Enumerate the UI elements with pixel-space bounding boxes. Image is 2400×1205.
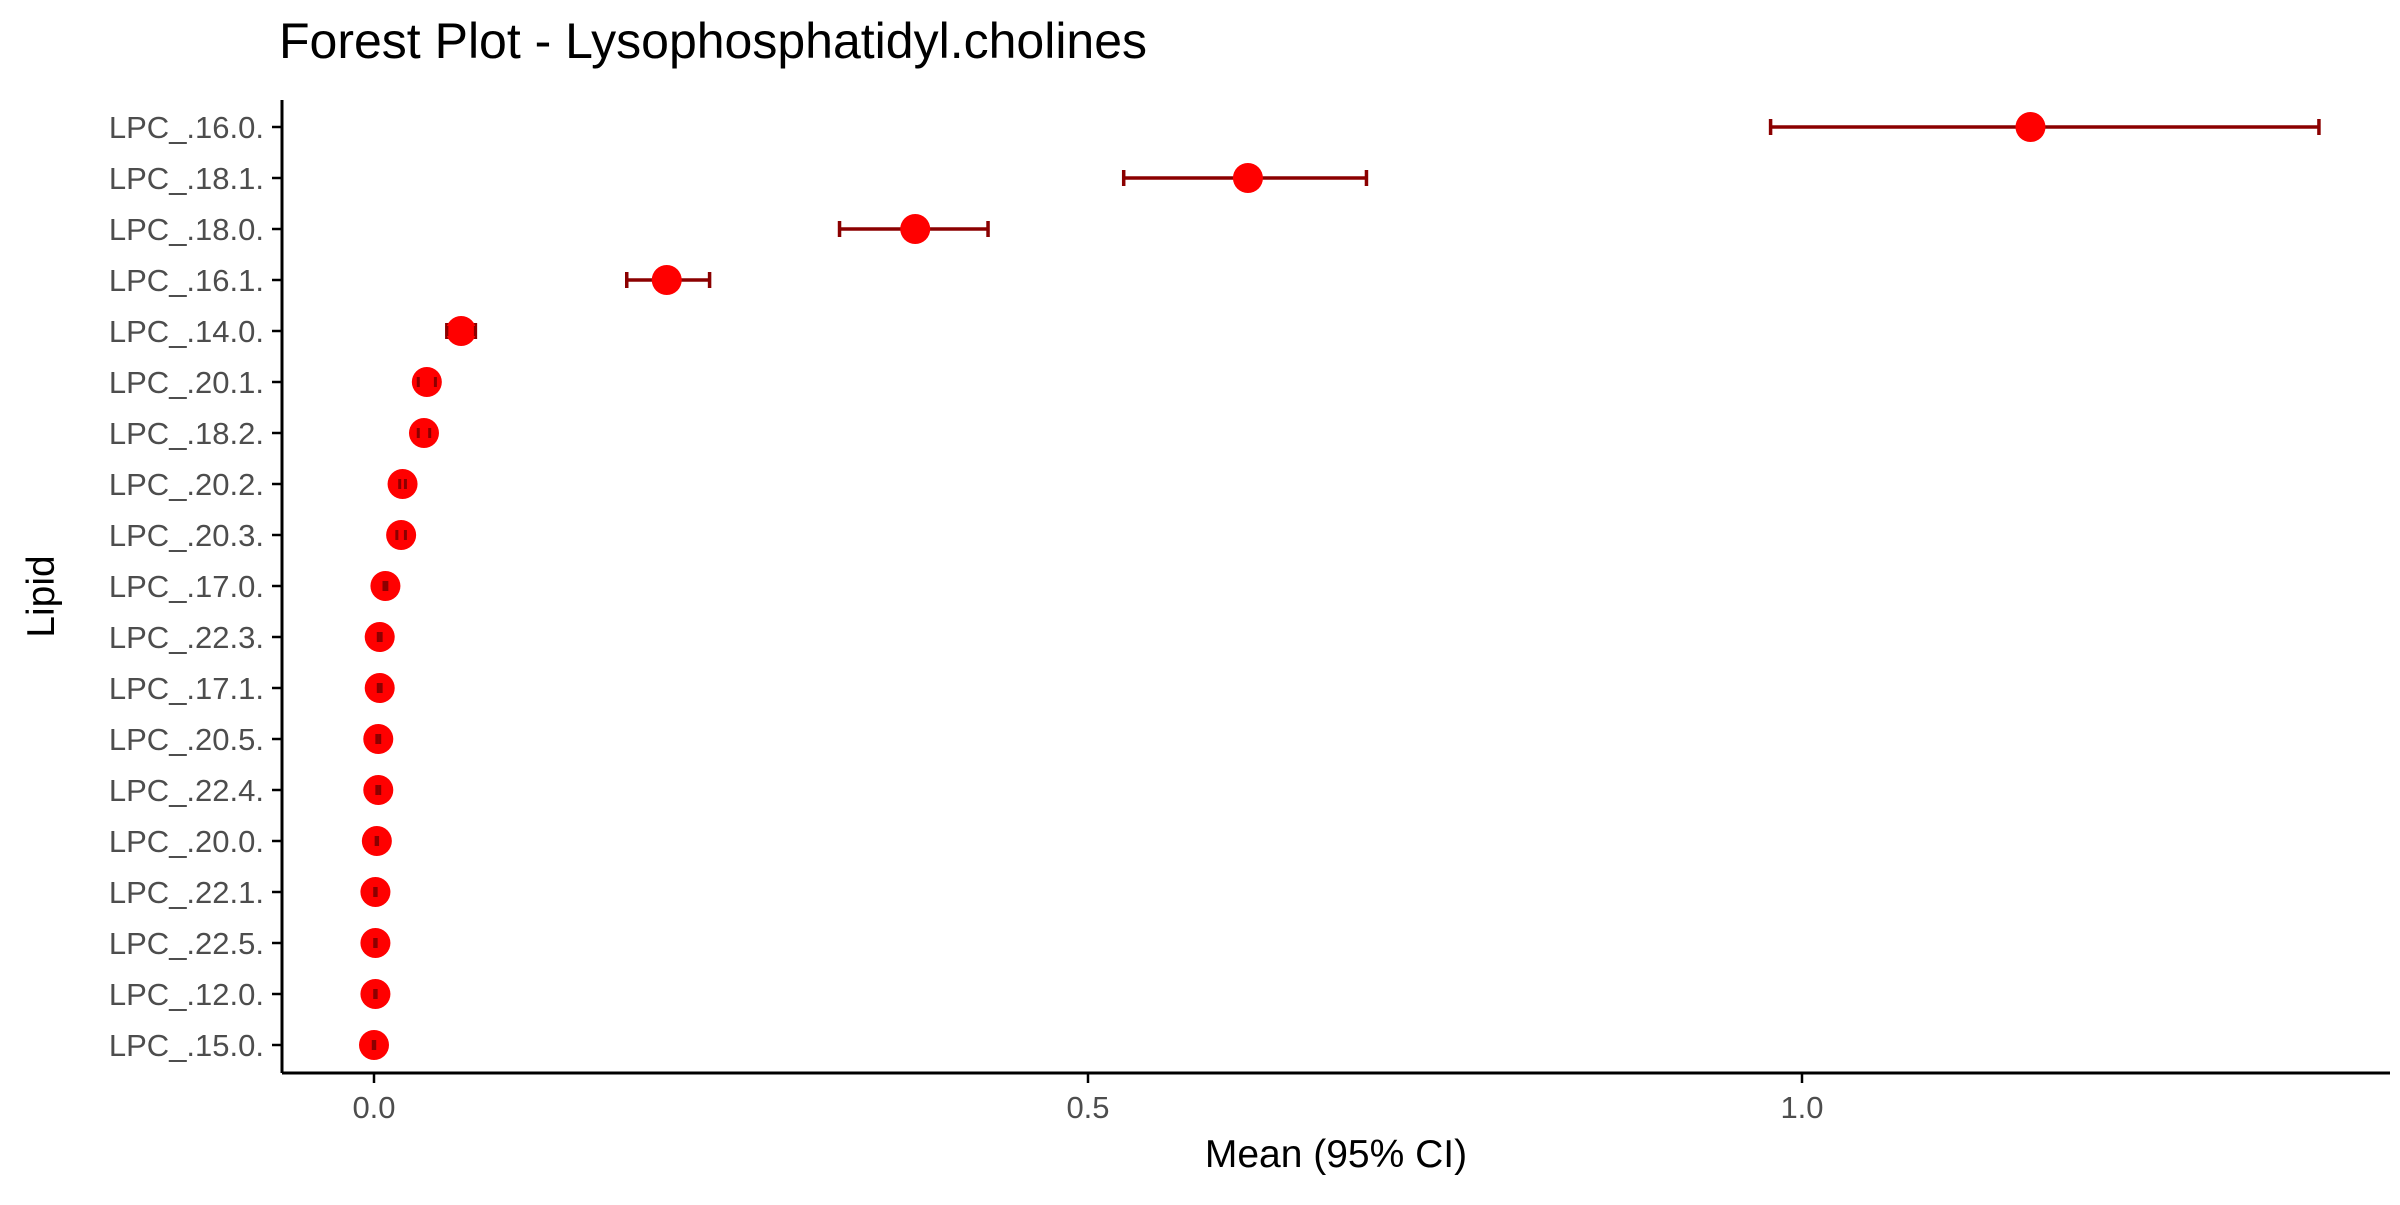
mean-point: [446, 316, 477, 346]
mean-point: [2015, 112, 2046, 142]
y-tick-label: LPC_.22.3.: [109, 620, 264, 655]
mean-point: [386, 520, 417, 550]
mean-point: [387, 469, 418, 499]
y-tick-label: LPC_.18.2.: [109, 416, 264, 451]
y-tick-label: LPC_.20.0.: [109, 824, 264, 859]
y-tick-label: LPC_.16.1.: [109, 263, 264, 298]
x-axis-title: Mean (95% CI): [1205, 1133, 1467, 1176]
y-axis-title: Lipid: [20, 555, 63, 637]
y-tick-label: LPC_.22.5.: [109, 926, 264, 961]
y-tick-label: LPC_.20.2.: [109, 467, 264, 502]
mean-point: [408, 418, 439, 448]
x-tick-label: 1.0: [1780, 1090, 1823, 1125]
y-tick-label: LPC_.16.0.: [109, 110, 264, 145]
y-tick-label: LPC_.17.1.: [109, 671, 264, 706]
y-tick-label: LPC_.12.0.: [109, 977, 264, 1012]
y-tick-label: LPC_.20.3.: [109, 518, 264, 553]
x-tick-label: 0.5: [1066, 1090, 1109, 1125]
mean-point: [900, 214, 931, 244]
chart-title: Forest Plot - Lysophosphatidyl.cholines: [279, 13, 1148, 69]
y-tick-label: LPC_.15.0.: [109, 1028, 264, 1063]
y-tick-label: LPC_.20.5.: [109, 722, 264, 757]
y-tick-label: LPC_.17.0.: [109, 569, 264, 604]
y-tick-label: LPC_.20.1.: [109, 365, 264, 400]
y-tick-label: LPC_.22.4.: [109, 773, 264, 808]
mean-point: [651, 265, 682, 295]
mean-point: [411, 367, 442, 397]
y-tick-label: LPC_.18.0.: [109, 212, 264, 247]
y-tick-label: LPC_.14.0.: [109, 314, 264, 349]
mean-point: [1232, 163, 1263, 193]
y-tick-label: LPC_.22.1.: [109, 875, 264, 910]
x-tick-label: 0.0: [352, 1090, 395, 1125]
y-tick-label: LPC_.18.1.: [109, 161, 264, 196]
